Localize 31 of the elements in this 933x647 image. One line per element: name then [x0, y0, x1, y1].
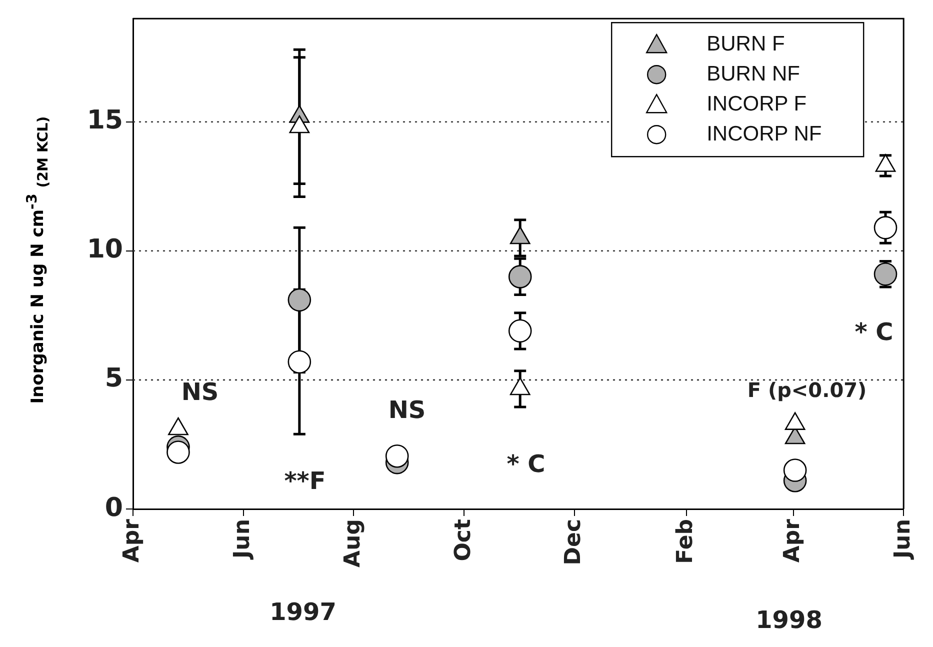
legend-label: INCORP NF: [706, 122, 822, 146]
text: 1997: [270, 598, 336, 626]
y-tick-label: 15: [86, 106, 123, 136]
point: [783, 458, 807, 482]
point: [875, 154, 896, 172]
annotation: F (p<0.07): [747, 378, 867, 402]
point: [166, 440, 190, 464]
y-tick-label: 10: [86, 234, 123, 265]
text: 1998: [756, 606, 822, 634]
annotation: * C: [506, 450, 546, 478]
legend-label: BURN F: [706, 32, 785, 56]
point: [289, 115, 310, 134]
annotation: NS: [388, 396, 426, 424]
point: [508, 265, 532, 288]
legend-label: INCORP F: [706, 92, 807, 116]
point: [288, 288, 312, 312]
annotation: NS: [181, 378, 219, 406]
point: [385, 444, 409, 468]
point: [510, 226, 530, 244]
point: [874, 262, 898, 286]
x-tick-label: Apr: [780, 518, 805, 563]
x-tick-label: Jun: [230, 519, 256, 561]
x-tick-label: Jun: [890, 519, 916, 561]
annotation: **F: [284, 467, 326, 495]
x-tick-label: Aug: [340, 519, 366, 568]
x-tick-label: Dec: [561, 519, 586, 566]
x-tick-label: Oct: [450, 518, 476, 562]
y-tick-label: 5: [104, 364, 123, 394]
annotation: * C: [854, 318, 894, 346]
legend-label: BURN NF: [706, 62, 800, 86]
x-tick-label: Feb: [673, 519, 698, 564]
